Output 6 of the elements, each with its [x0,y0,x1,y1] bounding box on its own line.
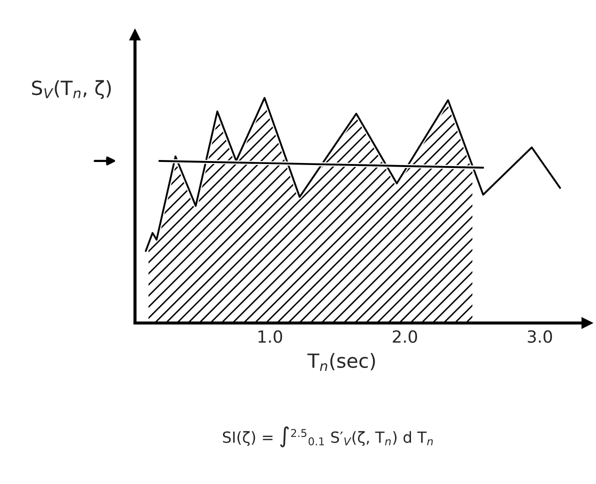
y-axis-title: S$_{V}$(T$_{n}$, ζ) [32,80,111,100]
text: SI(ζ) = ∫$^{2.5}$$_{0.1}$ S′$_{V}$(ζ, T$_{n}$) d T$_{n}$ [222,426,433,448]
x-tick-label: 2.0 [392,330,418,343]
x-axis-title: T$_{n}$(sec) [307,352,375,371]
x-tick-label: 3.0 [528,330,552,343]
x-tick-label: 1.0 [258,330,282,343]
